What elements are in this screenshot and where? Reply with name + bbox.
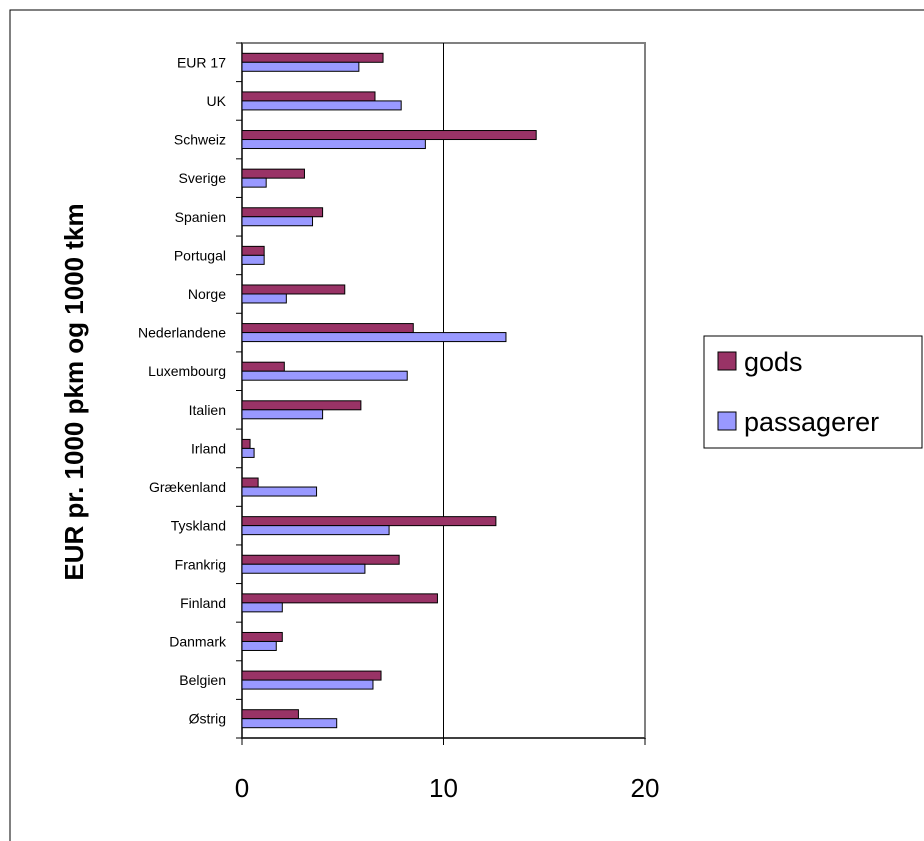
bar-gods-8 [241, 361, 285, 372]
category-label-16: Belgien [179, 672, 226, 688]
category-label-15: Danmark [169, 633, 227, 649]
category-label-5: Portugal [174, 247, 226, 263]
x-tick-label-2: 20 [631, 773, 660, 803]
bar-gods-7 [241, 323, 414, 334]
category-label-2: Schweiz [174, 132, 226, 148]
category-label-8: Luxembourg [148, 363, 226, 379]
bar-passagerer-9 [241, 409, 324, 420]
bar-passagerer-11 [241, 486, 318, 497]
legend-box [703, 335, 923, 449]
bar-passagerer-0 [241, 61, 360, 72]
bar-passagerer-2 [241, 139, 426, 150]
category-label-0: EUR 17 [177, 54, 226, 70]
bar-gods-4 [241, 207, 324, 218]
y-axis-label: EUR pr. 1000 pkm og 1000 tkm [59, 203, 89, 580]
bar-gods-1 [241, 91, 376, 102]
bar-gods-6 [241, 284, 346, 295]
x-axis-ticks [241, 738, 646, 745]
bar-passagerer-3 [241, 177, 267, 188]
bar-passagerer-13 [241, 563, 366, 574]
bar-passagerer-16 [241, 679, 374, 690]
category-label-13: Frankrig [175, 556, 226, 572]
x-tick-label-0: 0 [235, 773, 249, 803]
category-label-4: Spanien [175, 209, 226, 225]
bar-gods-10 [241, 438, 251, 449]
bar-passagerer-7 [241, 332, 507, 343]
bar-passagerer-10 [241, 447, 255, 458]
bar-gods-15 [241, 631, 283, 642]
legend-label-gods: gods [744, 347, 803, 377]
bar-passagerer-15 [241, 640, 277, 651]
bar-gods-3 [241, 168, 305, 179]
bar-gods-16 [241, 670, 382, 681]
bar-passagerer-17 [241, 718, 338, 729]
bar-gods-0 [241, 52, 384, 63]
bar-passagerer-14 [241, 602, 283, 613]
category-labels: EUR 17 UK Schweiz Sverige Spanien Portugal Nor… [138, 54, 227, 726]
bar-passagerer-8 [241, 370, 408, 381]
category-label-7: Nederlandene [138, 325, 226, 341]
bar-gods-2 [241, 130, 537, 141]
bar-gods-14 [241, 593, 438, 604]
bar-gods-11 [241, 477, 259, 488]
bar-passagerer-1 [241, 100, 402, 111]
bar-passagerer-5 [241, 254, 265, 265]
category-label-3: Sverige [179, 170, 227, 186]
legend-swatch-gods [717, 351, 737, 371]
x-tick-labels: 0 10 20 [235, 773, 660, 803]
bar-gods-17 [241, 709, 299, 720]
category-label-6: Norge [188, 286, 226, 302]
category-label-10: Irland [191, 440, 226, 456]
bar-gods-12 [241, 516, 497, 527]
category-label-14: Finland [180, 595, 226, 611]
category-label-1: UK [207, 93, 227, 109]
bar-gods-13 [241, 554, 400, 565]
bar-gods-5 [241, 245, 265, 256]
category-label-12: Tyskland [171, 518, 226, 534]
bar-passagerer-4 [241, 216, 314, 227]
bar-passagerer-6 [241, 293, 287, 304]
y-axis-ticks [236, 42, 242, 739]
category-label-9: Italien [189, 402, 226, 418]
legend: gods passagerer [703, 335, 923, 449]
legend-swatch-passagerer [717, 411, 737, 431]
x-tick-label-1: 10 [429, 773, 458, 803]
category-label-11: Grækenland [149, 479, 226, 495]
legend-label-passagerer: passagerer [744, 407, 879, 437]
bar-gods-9 [241, 400, 362, 411]
category-label-17: Østrig [189, 711, 226, 727]
bar-passagerer-12 [241, 525, 390, 536]
